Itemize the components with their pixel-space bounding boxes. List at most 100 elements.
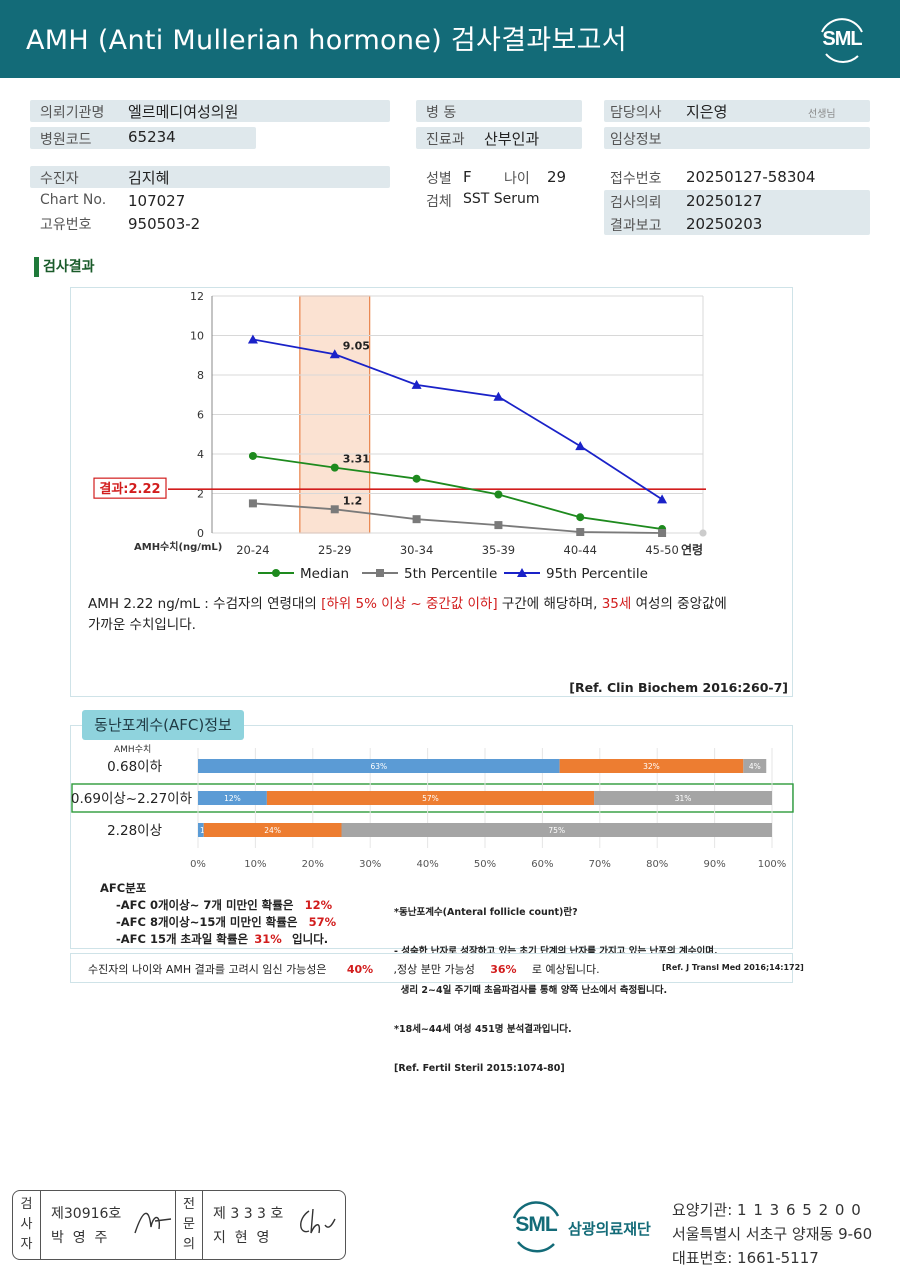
afc-bar-segment: [198, 759, 560, 773]
afc-bar-segment: [559, 759, 744, 773]
afc-dist-3-text: -AFC 15개 초과일 확률은: [116, 932, 249, 946]
dept-label: 진료과: [426, 132, 465, 148]
legend-label: 5th Percentile: [404, 566, 497, 582]
afc-segment-label: 57%: [422, 794, 439, 803]
request-value: 20250127: [686, 192, 763, 210]
interp-part5: 여성의 중앙값에: [631, 596, 727, 612]
x-tick-label: 45-50: [645, 543, 678, 557]
afc-segment-label: 12%: [224, 794, 241, 803]
series-point: [494, 521, 503, 530]
afc-note-5: [Ref. Fertil Steril 2015:1074-80]: [394, 1063, 565, 1074]
interp-range: [하위 5% 이상 ~ 중간값 이하]: [321, 596, 498, 612]
afc-axis-label: 60%: [531, 859, 553, 870]
series-point: [376, 569, 384, 577]
section-title: 검사결과: [34, 257, 95, 277]
org-phone-line: 대표번호: 1661-5117: [672, 1246, 872, 1270]
series-point: [494, 490, 503, 499]
examiner-signature-icon: [134, 1212, 172, 1234]
request-label: 검사의뢰: [610, 195, 662, 211]
hospital-code-label: 병원코드: [40, 132, 92, 148]
legend-label: Median: [300, 566, 349, 582]
prob-text-c: ,정상 분만 가능성: [393, 963, 475, 976]
afc-segment-label: 63%: [370, 762, 387, 771]
doctor-row: [604, 100, 870, 122]
sml-logo-text: SML: [822, 28, 862, 50]
afc-bar-segment: [341, 823, 772, 837]
afc-row-label: 0.68이하: [107, 759, 162, 775]
afc-segment-label: 75%: [548, 826, 565, 835]
prob-text-e: 로 예상됩니다.: [531, 963, 600, 976]
afc-axis-label: 40%: [416, 859, 438, 870]
afc-axis-label: 0%: [190, 859, 206, 870]
afc-stacked-bar-chart: 0.68이하 0.69이상~2.27이하 2.28이상 0% 10% 20% 30% 40% 5…: [71, 748, 794, 870]
legend-label: 95th Percentile: [546, 566, 648, 582]
prob-ref: [Ref. J Transl Med 2016;14:172]: [662, 963, 804, 972]
org-logo: SML: [508, 1198, 564, 1254]
afc-segment-label: 31%: [675, 794, 692, 803]
series-point: [330, 463, 339, 472]
report-label: 결과보고: [610, 218, 662, 234]
series-point: [247, 334, 258, 344]
dates-row: [604, 190, 870, 235]
specialist-name: 지 현 영: [213, 1230, 270, 1246]
series-point: [493, 391, 504, 401]
sex-value: F: [463, 168, 472, 186]
y-axis-label: AMH수치(ng/mL): [134, 540, 222, 553]
afc-bar-segment: [203, 823, 342, 837]
afc-segment-label: 4%: [749, 762, 761, 771]
interp-part3: 구간에 해당하며,: [497, 596, 602, 612]
hospital-code-value: 65234: [128, 128, 176, 146]
afc-segment-label: 24%: [264, 826, 281, 835]
interp-part1: AMH 2.22 ng/mL : 수검자의 연령대의: [88, 596, 322, 612]
interpretation-text: AMH 2.22 ng/mL : 수검자의 연령대의 [하위 5% 이상 ~ 중…: [88, 594, 788, 636]
y-tick-label: 10: [190, 330, 204, 343]
afc-dist-2-pct: 57%: [308, 915, 337, 929]
unique-label: 고유번호: [40, 217, 92, 233]
age-value: 29: [547, 168, 567, 186]
series-point: [248, 499, 257, 508]
afc-notes: *동난포계수(Anteral follicle count)란? - 성숙한 난…: [394, 880, 718, 1088]
series-line: [252, 338, 663, 501]
afc-axis-label: 100%: [758, 859, 787, 870]
sml-logo: SML: [814, 12, 870, 68]
series-point: [330, 505, 339, 514]
specialist-no: 제 3 3 3 호: [213, 1206, 284, 1222]
afc-axis-label: 30%: [359, 859, 381, 870]
series-point: [657, 494, 668, 504]
patient-row: [30, 166, 390, 188]
probability-panel: [70, 953, 793, 983]
series-point: [248, 451, 257, 460]
interp-age: 35세: [601, 596, 632, 612]
afc-dist-2: -AFC 8개이상~15개 미만인 확률은 57%: [100, 914, 347, 931]
signature-box: 검 사 자 제30916호 박 영 주 전 문 의 제 3 3 3 호 지 현 …: [12, 1190, 346, 1260]
hospital-code-row: [30, 127, 256, 149]
afc-dist-title: AFC분포: [100, 881, 147, 895]
report-value: 20250203: [686, 215, 763, 233]
afc-axis-label: 50%: [474, 859, 496, 870]
series-point: [412, 474, 421, 483]
doctor-value: 지은영: [686, 103, 728, 121]
series-point: [575, 441, 586, 451]
interp-ref: [Ref. Clin Biochem 2016:260-7]: [569, 680, 788, 695]
afc-dist-3: -AFC 15개 초과일 확률은 31% 입니다.: [100, 931, 347, 948]
afc-bar-segment: [594, 791, 772, 805]
afc-dist-1-text: -AFC 0개이상~ 7개 미만인 확률은: [116, 898, 294, 912]
series-line: [252, 455, 663, 530]
data-label: 3.31: [343, 453, 370, 466]
patient-label: 수진자: [40, 171, 79, 187]
x-tick-label: 25-29: [318, 543, 351, 557]
sml-logo-arc-icon: [821, 18, 863, 63]
dept-row: [416, 127, 582, 149]
institution-label: 의뢰기관명: [40, 105, 105, 121]
afc-axis-label: 70%: [589, 859, 611, 870]
y-tick-label: 8: [197, 369, 204, 382]
afc-dist-1: -AFC 0개이상~ 7개 미만인 확률은 12%: [100, 897, 347, 914]
specialist-signature-icon: [300, 1208, 336, 1234]
afc-axis-label: 10%: [244, 859, 266, 870]
reception-value: 20250127-58304: [686, 168, 816, 186]
x-tick-label: 40-44: [564, 543, 597, 557]
doctor-suffix: 선생님: [808, 109, 836, 120]
result-label-box: [93, 477, 167, 499]
afc-note-1: *동난포계수(Anteral follicle count)란?: [394, 907, 578, 918]
afc-dist-1-pct: 12%: [304, 898, 333, 912]
